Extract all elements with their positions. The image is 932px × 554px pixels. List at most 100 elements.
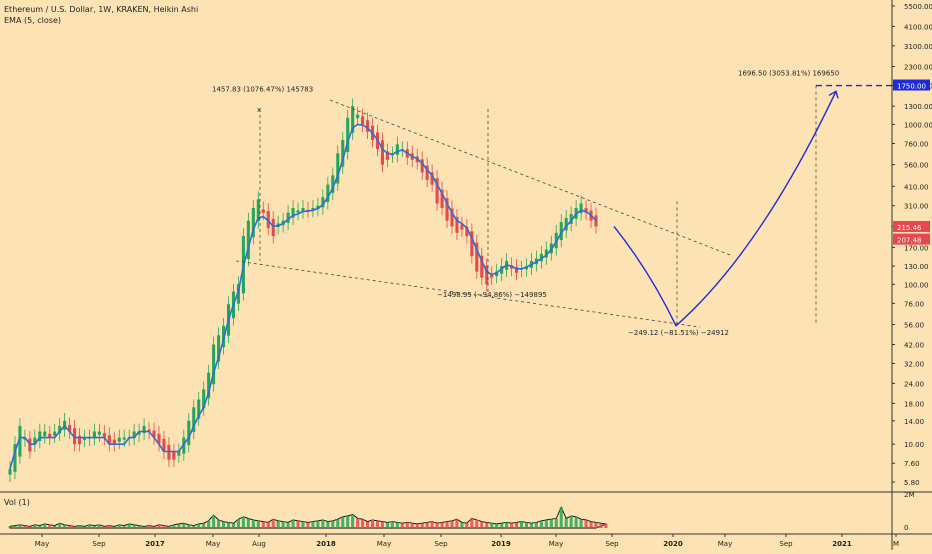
volume-bar: [524, 522, 529, 528]
price-tick-label: 4100.00: [904, 23, 932, 31]
projection-arrowhead: [828, 90, 839, 99]
volume-bar: [604, 524, 608, 528]
measure-marker: x: [257, 106, 261, 114]
candle-body: [246, 220, 250, 259]
volume-bar: [142, 526, 146, 528]
candle-body: [470, 231, 474, 257]
candle-body: [490, 274, 494, 278]
volume-bar: [281, 521, 285, 528]
time-tick-label: May: [377, 540, 391, 548]
candle-body: [13, 444, 17, 472]
volume-bar: [122, 525, 126, 528]
volume-bar: [584, 520, 588, 528]
time-axis: May Sep 2017 May Aug 2018 May Sep 2019 May Sep 2020…: [35, 534, 899, 548]
candle-body: [435, 178, 439, 204]
volume-outline: [9, 506, 608, 529]
candle-body: [380, 140, 384, 165]
candle-body: [236, 284, 240, 304]
ema-legend[interactable]: EMA (5, close): [4, 16, 61, 25]
candle-body: [306, 209, 310, 211]
candle-body: [107, 435, 111, 445]
candle-body: [207, 372, 211, 399]
volume-bar: [92, 525, 96, 528]
volume-bar: [63, 524, 67, 528]
volume-bar: [430, 521, 434, 528]
volume-bar: [395, 522, 399, 528]
price-label: 207.48: [897, 237, 922, 245]
time-tick-label: Sep: [779, 540, 793, 548]
volume-legend[interactable]: Vol (1): [4, 498, 30, 507]
volume-bar: [370, 520, 375, 528]
candle-body: [440, 189, 444, 208]
volume-bar: [485, 522, 489, 528]
time-tick-label: M: [893, 540, 899, 548]
candle-body: [425, 165, 429, 180]
volume-bar: [97, 524, 101, 528]
time-tick-label: Sep: [92, 540, 106, 548]
volume-bar: [82, 526, 87, 528]
volume-bar: [589, 521, 593, 528]
candle-body: [271, 218, 275, 237]
volume-bar: [33, 524, 37, 528]
time-tick-label: Aug: [252, 540, 266, 548]
candle-body: [266, 211, 270, 228]
volume-bar: [13, 525, 17, 528]
candle-body: [162, 438, 166, 452]
volume-bar: [102, 526, 106, 528]
volume-bar: [68, 525, 72, 528]
volume-bar: [460, 522, 464, 528]
time-tick-label: May: [35, 540, 49, 548]
candle-body: [480, 255, 484, 278]
candle-body: [38, 431, 42, 442]
candle-body: [73, 428, 77, 445]
volume-bar: [356, 518, 360, 528]
candle-body: [475, 242, 479, 272]
volume-bar: [147, 525, 151, 528]
candle-body: [455, 216, 459, 233]
candle-body: [500, 266, 504, 274]
price-label: 215.46: [897, 224, 922, 232]
price-tick-label: 760.00: [904, 140, 929, 148]
volume-bar: [564, 518, 568, 528]
candle-body: [564, 217, 568, 231]
time-tick-label: May: [549, 540, 563, 548]
candle-body: [544, 249, 548, 258]
candle-body: [58, 425, 62, 434]
price-tick-label: 3100.00: [904, 43, 932, 51]
volume-bar: [366, 521, 370, 528]
time-tick-label: May: [718, 540, 732, 548]
volume-bar: [301, 521, 305, 528]
volume-bar: [425, 522, 429, 528]
price-tick-label: 18.00: [904, 400, 924, 408]
candle-body: [341, 139, 345, 167]
candle-body: [187, 420, 191, 446]
volume-bar: [112, 526, 116, 528]
candle-body: [385, 151, 389, 160]
volume-bar: [18, 524, 22, 528]
candle-body: [33, 437, 37, 445]
volume-bar: [266, 522, 270, 528]
volume-bar: [286, 522, 290, 528]
price-tick-label: 5.80: [904, 479, 920, 487]
volume-bar: [410, 523, 414, 528]
candle-body: [510, 265, 514, 269]
candle-body: [261, 209, 265, 213]
candle-body: [192, 407, 196, 432]
price-tick-label: 100.00: [904, 281, 929, 289]
candle-body: [321, 197, 325, 208]
volume-bar: [251, 520, 255, 528]
candle-body: [122, 437, 126, 440]
annotation-projection_target: 1696.50 (3053.81%) 169650: [738, 70, 839, 78]
annotation-measure_up: 1457.83 (1076.47%) 145783: [212, 86, 313, 94]
candle-body: [515, 266, 519, 273]
projection-curve: [613, 91, 837, 327]
candle-body: [92, 431, 96, 439]
volume-bar: [226, 522, 231, 528]
volume-bar: [534, 522, 538, 528]
candle-body: [291, 207, 295, 218]
time-tick-label: 2018: [316, 540, 336, 548]
candle-body: [346, 117, 350, 153]
volume-bar: [341, 516, 345, 528]
